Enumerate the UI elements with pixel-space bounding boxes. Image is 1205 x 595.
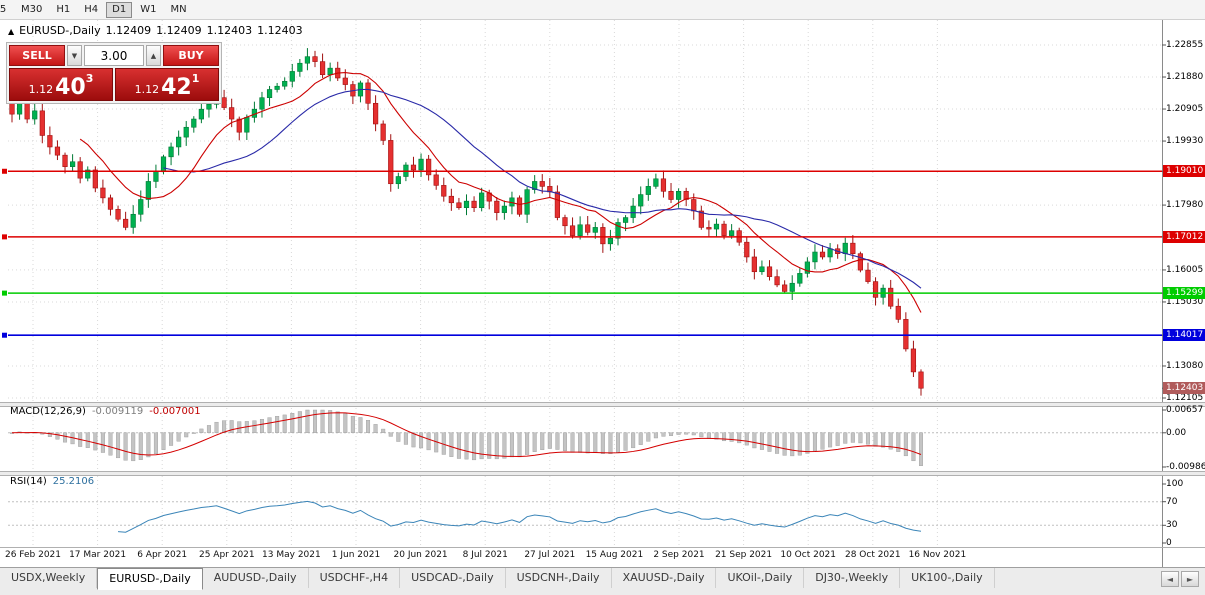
quote-symbol: EURUSD-,Daily (19, 24, 101, 37)
price-tick-1.22855: 1.22855 (1166, 40, 1204, 50)
timeframe-buttons: 5 M30 H1 H4 D1 W1 MN (0, 1, 193, 18)
time-label-10-oct-2021: 10 Oct 2021 (780, 550, 836, 560)
chart-tabs: USDX,Weekly EURUSD-,Daily AUDUSD-,Daily USD… (0, 568, 995, 590)
chart-tab-dj30-weekly[interactable]: DJ30-,Weekly (804, 568, 901, 588)
buy-price-base: 1.12 (134, 83, 160, 96)
trade-panel-controls: SELL ▼ ▲ BUY (9, 45, 219, 66)
price-badge-1.19010: 1.19010 (1163, 165, 1205, 178)
chart-tab-xauusd-daily[interactable]: XAUUSD-,Daily (612, 568, 717, 588)
price-tick-1.12105: 1.12105 (1166, 393, 1204, 403)
chart-tab-uk100-daily[interactable]: UK100-,Daily (900, 568, 995, 588)
sell-price-base: 1.12 (28, 83, 54, 96)
tab-scroll-arrows: ◄ ► (1155, 568, 1205, 590)
quote-high: 1.12409 (156, 24, 202, 37)
chart-tab-usdchf-h4[interactable]: USDCHF-,H4 (309, 568, 401, 588)
sell-price-sup: 3 (85, 72, 94, 85)
price-tick-1.16005: 1.16005 (1166, 264, 1204, 275)
rsi-indicator-label: RSI(14) 25.2106 (10, 476, 94, 487)
price-tick-1.21880: 1.21880 (1166, 72, 1204, 83)
timeframe-button-d1[interactable]: D1 (106, 1, 133, 18)
price-tick-1.15030: 1.15030 (1166, 296, 1204, 307)
sell-price-big: 40 (55, 75, 86, 100)
chart-quote-line: ▲ EURUSD-,Daily 1.12409 1.12409 1.12403 1.124… (8, 24, 308, 37)
timeframe-button-h1[interactable]: H1 (50, 2, 76, 18)
quote-open: 1.12409 (105, 24, 152, 37)
timeframe-button-5[interactable]: 5 (0, 2, 13, 18)
chart-tab-usdcnh-daily[interactable]: USDCNH-,Daily (506, 568, 612, 588)
time-label-6-apr-2021: 6 Apr 2021 (137, 550, 188, 560)
price-tick-1.20905: 1.20905 (1166, 104, 1204, 115)
macd-indicator-label: MACD(12,26,9) -0.009119 -0.007001 (10, 406, 201, 417)
price-tick-1.13080: 1.13080 (1166, 360, 1204, 371)
price-badge-1.14017: 1.14017 (1163, 329, 1205, 342)
timeframe-button-h4[interactable]: H4 (78, 2, 104, 18)
tabs-scroll-left-button[interactable]: ◄ (1161, 571, 1179, 587)
timeframe-button-w1[interactable]: W1 (134, 2, 162, 18)
rsi-panel-separator[interactable] (0, 471, 1205, 476)
price-tick-1.19930: 1.19930 (1166, 136, 1204, 147)
time-label-21-sep-2021: 21 Sep 2021 (715, 550, 773, 560)
macd-main-value: -0.009119 (91, 406, 144, 417)
macd-scale-0.00: 0.00 (1166, 427, 1187, 438)
rsi-scale-100: 100 (1166, 479, 1184, 489)
rsi-scale-30: 30 (1166, 520, 1178, 531)
time-label-20-jun-2021: 20 Jun 2021 (393, 550, 448, 560)
timeframe-button-mn[interactable]: MN (164, 2, 192, 18)
buy-button[interactable]: BUY (163, 45, 219, 66)
price-tick-1.17980: 1.17980 (1166, 200, 1204, 211)
macd-scale--0.00986: -0.00986 (1166, 462, 1205, 472)
macd-signal-value: -0.007001 (149, 406, 201, 417)
price-badge-1.15299: 1.15299 (1163, 287, 1205, 300)
rsi-scale-70: 70 (1166, 496, 1178, 507)
price-badge-1.12403: 1.12403 (1163, 382, 1205, 395)
chart-tab-usdcad-daily[interactable]: USDCAD-,Daily (400, 568, 506, 588)
macd-name: MACD(12,26,9) (10, 406, 86, 417)
time-label-27-jul-2021: 27 Jul 2021 (524, 550, 576, 560)
chart-tab-eurusd-daily[interactable]: EURUSD-,Daily (97, 568, 203, 590)
chart-tab-ukoil-daily[interactable]: UKOil-,Daily (716, 568, 805, 588)
quote-low: 1.12403 (206, 24, 253, 37)
timeframe-toolbar: 5 M30 H1 H4 D1 W1 MN (0, 0, 1205, 20)
rsi-name: RSI(14) (10, 476, 47, 487)
chart-tab-usdx-weekly[interactable]: USDX,Weekly (0, 568, 98, 588)
rsi-scale-0: 0 (1166, 538, 1172, 548)
macd-panel-separator[interactable] (0, 402, 1205, 407)
sell-price-box[interactable]: 1.12 40 3 (9, 68, 113, 101)
chart-tabs-bar: USDX,Weekly EURUSD-,Daily AUDUSD-,Daily USD… (0, 567, 1205, 595)
buy-price-sup: 1 (191, 72, 200, 85)
time-label-15-aug-2021: 15 Aug 2021 (585, 550, 644, 560)
volume-decrease-button[interactable]: ▼ (67, 45, 82, 66)
tabs-scroll-right-button[interactable]: ► (1181, 571, 1199, 587)
time-label-17-mar-2021: 17 Mar 2021 (69, 550, 127, 560)
rsi-value: 25.2106 (52, 476, 95, 487)
buy-price-big: 42 (161, 75, 192, 100)
trade-panel-prices: 1.12 40 3 1.12 42 1 (9, 68, 219, 101)
time-label-25-apr-2021: 25 Apr 2021 (198, 550, 255, 560)
chart-tab-audusd-daily[interactable]: AUDUSD-,Daily (203, 568, 309, 588)
sell-button[interactable]: SELL (9, 45, 65, 66)
time-label-16-nov-2021: 16 Nov 2021 (908, 550, 967, 560)
time-label-28-oct-2021: 28 Oct 2021 (844, 550, 901, 560)
macd-scale-0.00657: 0.00657 (1166, 405, 1204, 415)
time-label-26-feb-2021: 26 Feb 2021 (4, 550, 61, 560)
time-label-13-may-2021: 13 May 2021 (262, 550, 321, 560)
volume-input[interactable] (84, 45, 144, 66)
price-badge-1.17012: 1.17012 (1163, 230, 1205, 243)
trade-panel-toggle-icon[interactable]: ▲ (8, 27, 15, 36)
volume-increase-button[interactable]: ▲ (146, 45, 161, 66)
quote-close: 1.12403 (257, 24, 303, 37)
buy-price-box[interactable]: 1.12 42 1 (115, 68, 219, 101)
time-label-8-jul-2021: 8 Jul 2021 (462, 550, 508, 560)
time-label-1-jun-2021: 1 Jun 2021 (331, 550, 381, 560)
time-label-2-sep-2021: 2 Sep 2021 (653, 550, 705, 560)
timeframe-button-m30[interactable]: M30 (15, 2, 48, 18)
